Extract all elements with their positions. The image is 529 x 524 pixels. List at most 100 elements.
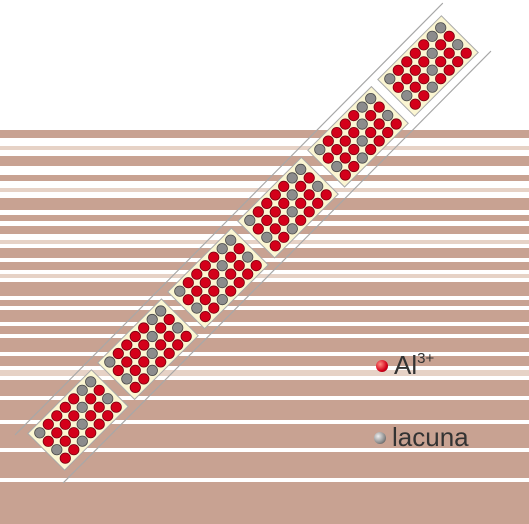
al-atom	[269, 223, 281, 235]
lacuna-atom	[216, 293, 228, 306]
al-atom	[409, 98, 421, 110]
al-atom	[409, 47, 421, 59]
al-atom	[182, 277, 194, 289]
al-atom	[409, 81, 421, 93]
al-atom	[443, 64, 455, 76]
al-atom	[163, 347, 175, 359]
al-atom	[435, 39, 447, 51]
al-atom	[278, 231, 290, 243]
al-atom	[85, 410, 97, 422]
lacuna-atom	[426, 30, 438, 42]
lacuna-atom	[286, 172, 298, 184]
al-atom	[339, 169, 351, 181]
al-atom	[155, 322, 167, 334]
al-atom	[59, 401, 71, 413]
al-atom	[85, 427, 97, 439]
al-atom	[331, 144, 343, 156]
al-atom	[242, 268, 254, 280]
al-atom	[418, 90, 430, 102]
al-atom	[93, 384, 105, 396]
al-atom	[191, 268, 203, 280]
al-atom	[93, 418, 105, 430]
al-atom	[390, 118, 402, 130]
lacuna-atom-icon	[374, 431, 386, 444]
al-atom	[129, 330, 141, 343]
lacuna-atom	[452, 39, 464, 51]
al-atom	[42, 435, 54, 447]
stripe-band	[0, 130, 529, 138]
stripe-band	[0, 356, 529, 366]
al-atom	[138, 339, 150, 351]
al-atom	[93, 401, 105, 413]
lacuna-atom	[146, 313, 158, 326]
al-atom	[138, 322, 150, 334]
al-atom	[225, 251, 237, 263]
al-atom	[208, 251, 220, 263]
al-atom	[68, 410, 80, 422]
unit-cells	[14, 2, 492, 484]
stripe-band	[0, 400, 529, 420]
al-atom	[348, 160, 360, 173]
al-atom	[418, 56, 430, 68]
al-atom	[320, 189, 332, 201]
al-atom	[191, 285, 203, 297]
stripe-band	[0, 452, 529, 478]
lacuna-atom	[172, 322, 184, 334]
al-atom	[129, 364, 141, 376]
lacuna-atom	[225, 234, 237, 246]
al-atom	[303, 206, 315, 218]
al-atom	[373, 135, 385, 147]
al-atom	[138, 373, 150, 385]
al-atom	[269, 240, 281, 252]
lacuna-atom	[426, 64, 438, 76]
al-atom	[269, 189, 281, 201]
al-atom	[418, 73, 430, 85]
al-atom	[233, 276, 245, 289]
al-atom	[295, 214, 307, 226]
al-atom	[121, 339, 133, 351]
al-atom	[322, 135, 334, 147]
lacuna-atom	[244, 214, 256, 226]
unit-cell	[377, 15, 479, 117]
lacuna-atom	[76, 435, 88, 447]
al-atom	[252, 223, 264, 235]
al-atom	[401, 73, 413, 85]
stripe-band	[0, 310, 529, 322]
al-atom	[250, 259, 262, 272]
lacuna-atom	[146, 330, 158, 343]
al-atom	[51, 427, 63, 439]
lacuna-atom	[356, 135, 368, 147]
al-atom	[182, 294, 194, 306]
lacuna-atom	[34, 427, 46, 439]
lacuna-atom	[356, 101, 368, 113]
al-atom	[269, 206, 281, 218]
al-atom	[322, 152, 334, 164]
lacuna-atom	[356, 118, 368, 130]
al-atom	[373, 101, 385, 113]
al-atom	[42, 418, 54, 430]
al-atom	[68, 393, 80, 405]
al-atom	[59, 452, 71, 464]
al-atom	[129, 347, 141, 360]
al-atom	[443, 47, 455, 59]
stripe-band	[0, 300, 529, 306]
al-atom	[418, 39, 430, 51]
al-atom	[68, 427, 80, 439]
lacuna-atom	[435, 22, 447, 34]
lacuna-atom	[191, 302, 203, 314]
lacuna-atom	[382, 109, 394, 122]
legend-lacuna: lacuna	[374, 422, 469, 453]
al-atom	[208, 285, 220, 297]
al-atom	[409, 64, 421, 76]
lacuna-atom	[85, 376, 97, 388]
lacuna-atom	[295, 163, 307, 175]
al-atom	[373, 118, 385, 130]
al-atom	[348, 143, 360, 156]
al-atom	[312, 197, 324, 209]
stripe-band	[0, 326, 529, 334]
al-atom	[303, 172, 315, 184]
lacuna-atom	[216, 260, 228, 272]
al-atom	[295, 180, 307, 192]
al-atom	[348, 110, 360, 122]
